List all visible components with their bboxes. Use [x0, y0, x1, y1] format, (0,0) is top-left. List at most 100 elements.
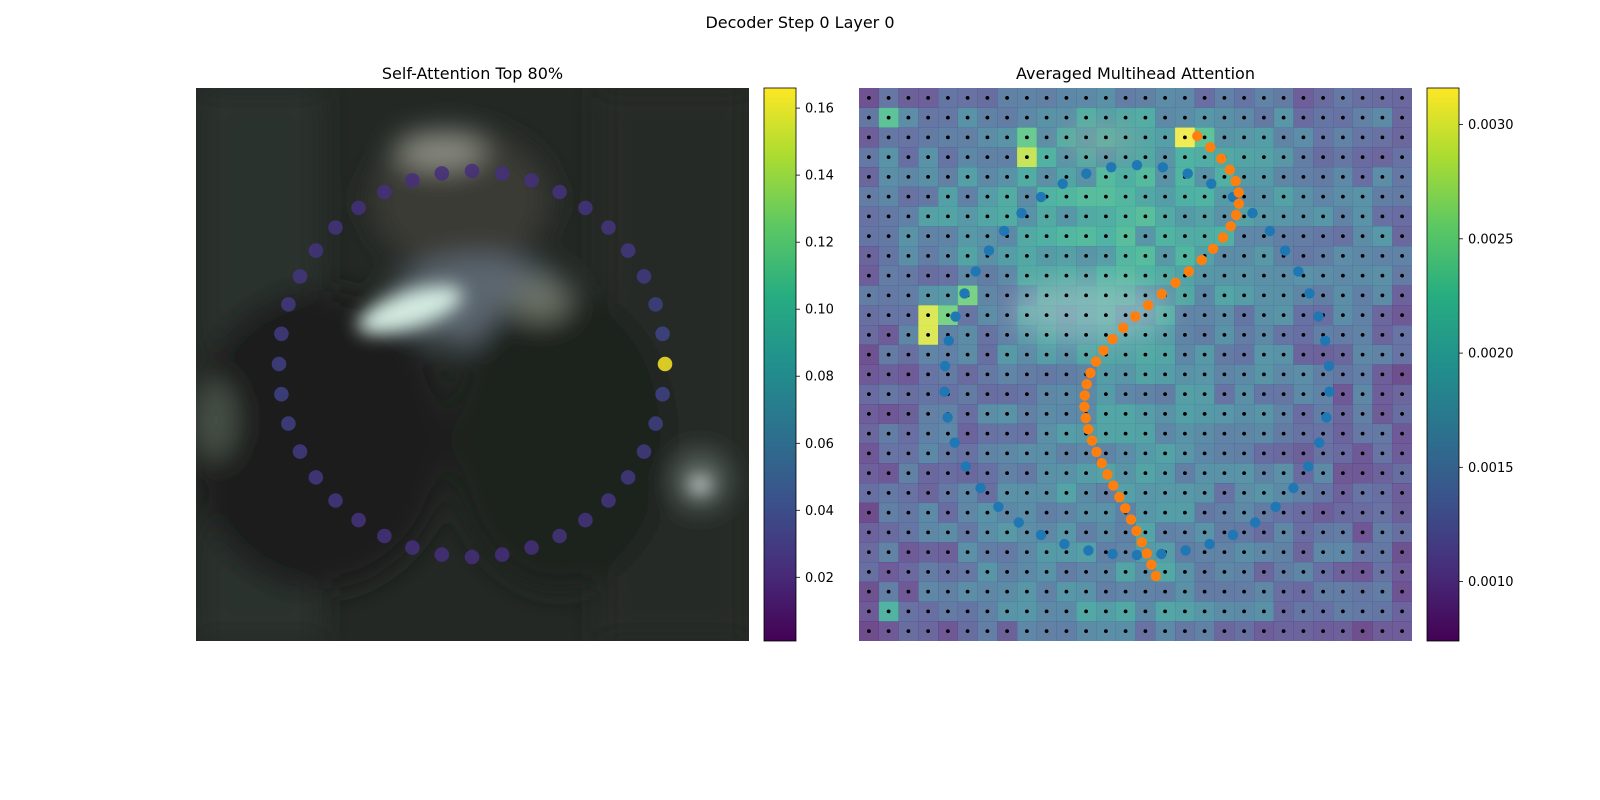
right-colorbar-gradient [1426, 87, 1460, 642]
self-attention-point [648, 297, 663, 312]
encoder-reference-point [1016, 207, 1027, 219]
self-attention-point [405, 540, 420, 555]
prediction-point [1217, 232, 1229, 243]
encoder-reference-point [1313, 311, 1324, 322]
self-attention-point [578, 200, 593, 216]
encoder-reference-point [998, 225, 1010, 237]
prediction-point [1083, 424, 1094, 435]
encoder-reference-point [1013, 517, 1024, 528]
encoder-reference-point [1321, 412, 1332, 423]
prediction-point [1118, 322, 1129, 333]
encoder-reference-point [949, 437, 960, 448]
self-attention-point [274, 386, 289, 402]
prediction-point [1146, 559, 1157, 570]
right-scatter-points [939, 130, 1335, 582]
prediction-point [1207, 243, 1219, 254]
encoder-reference-point [1279, 245, 1291, 256]
self-attention-point [552, 184, 567, 200]
encoder-reference-point [1250, 517, 1261, 528]
prediction-point [1233, 198, 1245, 209]
prediction-point [1130, 311, 1141, 322]
encoder-reference-point [960, 461, 971, 472]
encoder-reference-point [1206, 178, 1217, 189]
right-colorbar: 0.0010 0.0015 0.0020 0.0025 0.0030 [1426, 87, 1514, 642]
prediction-point [1224, 164, 1236, 175]
encoder-reference-point [939, 360, 951, 372]
self-attention-point [620, 470, 636, 485]
self-attention-point [601, 493, 616, 508]
colorbar-tick-label: 0.12 [805, 236, 834, 251]
prediction-point [1230, 209, 1242, 221]
encoder-reference-point [1035, 529, 1047, 541]
self-attention-point [308, 470, 324, 485]
encoder-reference-point [1059, 538, 1070, 550]
encoder-reference-point [975, 482, 986, 494]
prediction-point [1205, 142, 1216, 153]
encoder-reference-point [950, 311, 961, 322]
prediction-point [1125, 514, 1137, 525]
encoder-reference-point [1180, 545, 1191, 556]
encoder-reference-point [1227, 529, 1239, 541]
encoder-reference-point [970, 266, 981, 277]
colorbar-tick-label: 0.08 [805, 370, 834, 385]
prediction-point [1131, 525, 1142, 537]
self-attention-point [405, 173, 420, 188]
encoder-reference-point [1157, 162, 1169, 173]
prediction-point [1150, 570, 1162, 582]
self-attention-point [552, 528, 567, 544]
encoder-reference-point [1204, 538, 1215, 550]
encoder-reference-point [1081, 168, 1092, 179]
encoder-reference-point [1320, 335, 1331, 346]
encoder-reference-point [939, 386, 950, 397]
prediction-point [1079, 390, 1090, 401]
encoder-reference-point [1304, 288, 1315, 299]
colorbar-tick-label: 0.02 [805, 571, 834, 586]
encoder-reference-point [1288, 482, 1299, 494]
prediction-point [1080, 412, 1091, 424]
prediction-point [1142, 300, 1154, 311]
encoder-reference-point [1293, 266, 1304, 277]
self-attention-point [655, 386, 670, 402]
prediction-point [1081, 379, 1092, 390]
encoder-reference-point [1247, 207, 1258, 219]
prediction-point [1230, 175, 1241, 187]
prediction-point [1108, 480, 1119, 491]
self-attention-point [292, 269, 308, 284]
colorbar-tick-label: 0.04 [805, 504, 834, 519]
colorbar-tick-label: 0.0030 [1468, 118, 1514, 133]
prediction-point [1233, 187, 1244, 198]
self-attention-point [494, 547, 510, 562]
encoder-reference-point [1323, 360, 1335, 372]
self-attention-point [524, 540, 539, 555]
encoder-reference-point [1182, 168, 1193, 179]
left-scatter-points [271, 163, 673, 565]
self-attention-point [351, 512, 366, 528]
self-attention-point [578, 512, 593, 528]
prediction-point [1183, 266, 1195, 277]
prediction-point [1156, 288, 1167, 300]
self-attention-point [657, 356, 673, 372]
self-attention-point [620, 243, 636, 258]
self-attention-point [351, 200, 366, 216]
self-attention-point [524, 173, 539, 188]
prediction-point [1114, 491, 1125, 503]
prediction-point [1079, 401, 1090, 412]
self-attention-point [377, 184, 392, 200]
self-attention-point [601, 220, 616, 235]
encoder-reference-point [1106, 162, 1117, 173]
left-colorbar-ticks: 0.02 0.04 0.06 0.08 0.10 0.12 0.14 0.16 [796, 102, 834, 586]
encoder-reference-point [1324, 386, 1335, 397]
prediction-point [1120, 503, 1131, 514]
prediction-point [1141, 548, 1153, 559]
prediction-point [1086, 435, 1098, 446]
encoder-reference-point [983, 245, 995, 256]
self-attention-point [328, 493, 343, 508]
encoder-reference-point [959, 288, 970, 299]
prediction-point [1196, 254, 1207, 266]
self-attention-point [464, 163, 480, 179]
grid-dot-layer [867, 96, 1404, 633]
self-attention-point [636, 444, 652, 459]
encoder-reference-point [1131, 549, 1143, 561]
encoder-reference-point [993, 501, 1004, 512]
